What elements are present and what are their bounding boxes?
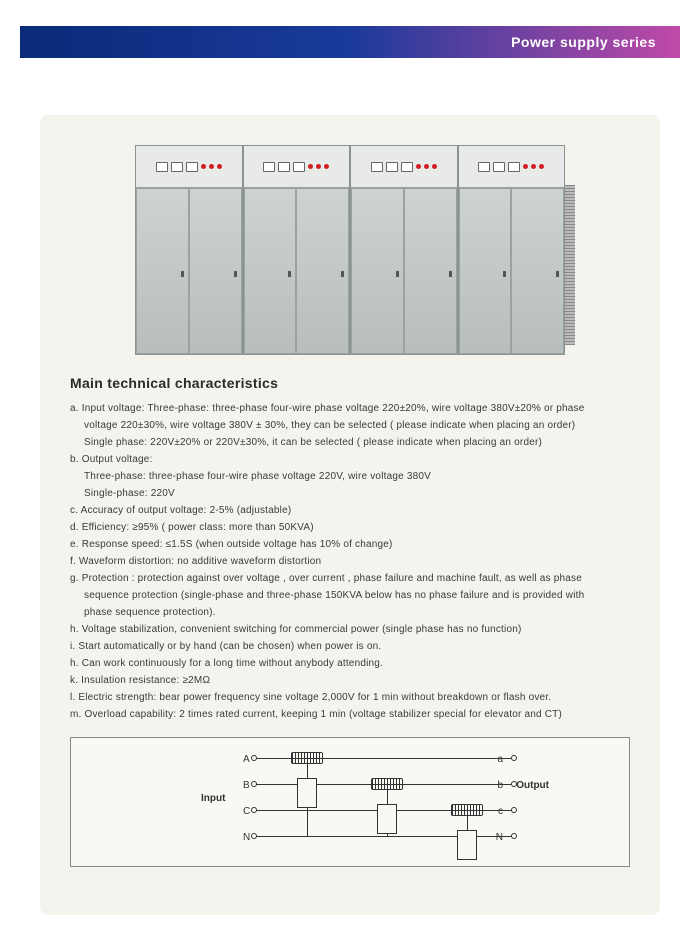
circuit-diagram: Input Output A B C N a b c N <box>70 737 630 867</box>
cabinet-door <box>511 188 564 354</box>
terminal-icon <box>511 755 517 761</box>
cabinet-row <box>135 145 565 355</box>
terminal-label: N <box>243 832 250 843</box>
terminal-icon <box>251 833 257 839</box>
content-panel: Main technical characteristics a. Input … <box>40 115 660 915</box>
meter-icon <box>493 162 505 172</box>
vent-icon <box>565 185 575 345</box>
cabinet-body <box>351 188 457 354</box>
variac-icon <box>297 778 317 808</box>
spec-item: d. Efficiency: ≥95% ( power class: more … <box>70 520 630 536</box>
indicator-icon <box>539 164 544 169</box>
cabinet-2 <box>243 145 351 355</box>
spec-item: sequence protection (single-phase and th… <box>70 588 630 604</box>
variac-icon <box>457 830 477 860</box>
spec-item: i. Start automatically or by hand (can b… <box>70 639 630 655</box>
product-illustration <box>135 145 565 355</box>
diagram-output-label: Output <box>516 780 549 791</box>
transformer-coil-icon <box>291 752 323 764</box>
terminal-label: c <box>498 806 503 817</box>
meter-icon <box>186 162 198 172</box>
spec-item: g. Protection : protection against over … <box>70 571 630 587</box>
section-heading: Main technical characteristics <box>70 375 640 391</box>
meter-icon <box>478 162 490 172</box>
meter-icon <box>371 162 383 172</box>
spec-item: h. Voltage stabilization, convenient swi… <box>70 622 630 638</box>
cabinet-door <box>296 188 349 354</box>
spec-item: h. Can work continuously for a long time… <box>70 656 630 672</box>
indicator-icon <box>209 164 214 169</box>
spec-item: phase sequence protection). <box>70 605 630 621</box>
terminal-label: b <box>497 780 503 791</box>
header-title: Power supply series <box>511 34 656 50</box>
indicator-icon <box>416 164 421 169</box>
meter-icon <box>401 162 413 172</box>
spec-item: b. Output voltage: <box>70 452 630 468</box>
cabinet-4 <box>458 145 566 355</box>
spec-item: f. Waveform distortion: no additive wave… <box>70 554 630 570</box>
diagram-input-label: Input <box>201 793 225 804</box>
terminal-icon <box>251 807 257 813</box>
meter-icon <box>293 162 305 172</box>
meter-icon <box>386 162 398 172</box>
spec-item: Single-phase: 220V <box>70 486 630 502</box>
meter-icon <box>156 162 168 172</box>
spec-item: voltage 220±30%, wire voltage 380V ± 30%… <box>70 418 630 434</box>
terminal-icon <box>251 781 257 787</box>
terminal-label: C <box>243 806 250 817</box>
transformer-coil-icon <box>451 804 483 816</box>
terminal-icon <box>511 807 517 813</box>
header-bar: Power supply series <box>20 26 680 58</box>
terminal-label: A <box>243 754 250 765</box>
indicator-icon <box>432 164 437 169</box>
spec-item: e. Response speed: ≤1.5S (when outside v… <box>70 537 630 553</box>
indicator-icon <box>308 164 313 169</box>
cabinet-door <box>459 188 512 354</box>
meter-icon <box>278 162 290 172</box>
terminal-icon <box>511 833 517 839</box>
transformer-coil-icon <box>371 778 403 790</box>
terminal-label: a <box>497 754 503 765</box>
indicator-icon <box>531 164 536 169</box>
cabinet-body <box>136 188 242 354</box>
indicator-icon <box>217 164 222 169</box>
indicator-icon <box>201 164 206 169</box>
spec-item: Three-phase: three-phase four-wire phase… <box>70 469 630 485</box>
spec-item: c. Accuracy of output voltage: 2-5% (adj… <box>70 503 630 519</box>
cabinet-panel <box>459 146 565 188</box>
cabinet-door <box>244 188 297 354</box>
indicator-icon <box>424 164 429 169</box>
cabinet-door <box>351 188 404 354</box>
meter-icon <box>508 162 520 172</box>
spec-list: a. Input voltage: Three-phase: three-pha… <box>60 401 640 723</box>
variac-icon <box>377 804 397 834</box>
cabinet-door <box>189 188 242 354</box>
terminal-label: N <box>496 832 503 843</box>
cabinet-door <box>404 188 457 354</box>
terminal-icon <box>511 781 517 787</box>
spec-item: a. Input voltage: Three-phase: three-pha… <box>70 401 630 417</box>
terminal-icon <box>251 755 257 761</box>
cabinet-panel <box>136 146 242 188</box>
spec-item: Single phase: 220V±20% or 220V±30%, it c… <box>70 435 630 451</box>
indicator-icon <box>523 164 528 169</box>
meter-icon <box>263 162 275 172</box>
cabinet-body <box>459 188 565 354</box>
spec-item: k. Insulation resistance: ≥2MΩ <box>70 673 630 689</box>
terminal-label: B <box>243 780 250 791</box>
cabinet-panel <box>351 146 457 188</box>
indicator-icon <box>324 164 329 169</box>
cabinet-3 <box>350 145 458 355</box>
indicator-icon <box>316 164 321 169</box>
cabinet-panel <box>244 146 350 188</box>
cabinet-body <box>244 188 350 354</box>
meter-icon <box>171 162 183 172</box>
spec-item: m. Overload capability: 2 times rated cu… <box>70 707 630 723</box>
spec-item: l. Electric strength: bear power frequen… <box>70 690 630 706</box>
cabinet-door <box>136 188 189 354</box>
cabinet-1 <box>135 145 243 355</box>
